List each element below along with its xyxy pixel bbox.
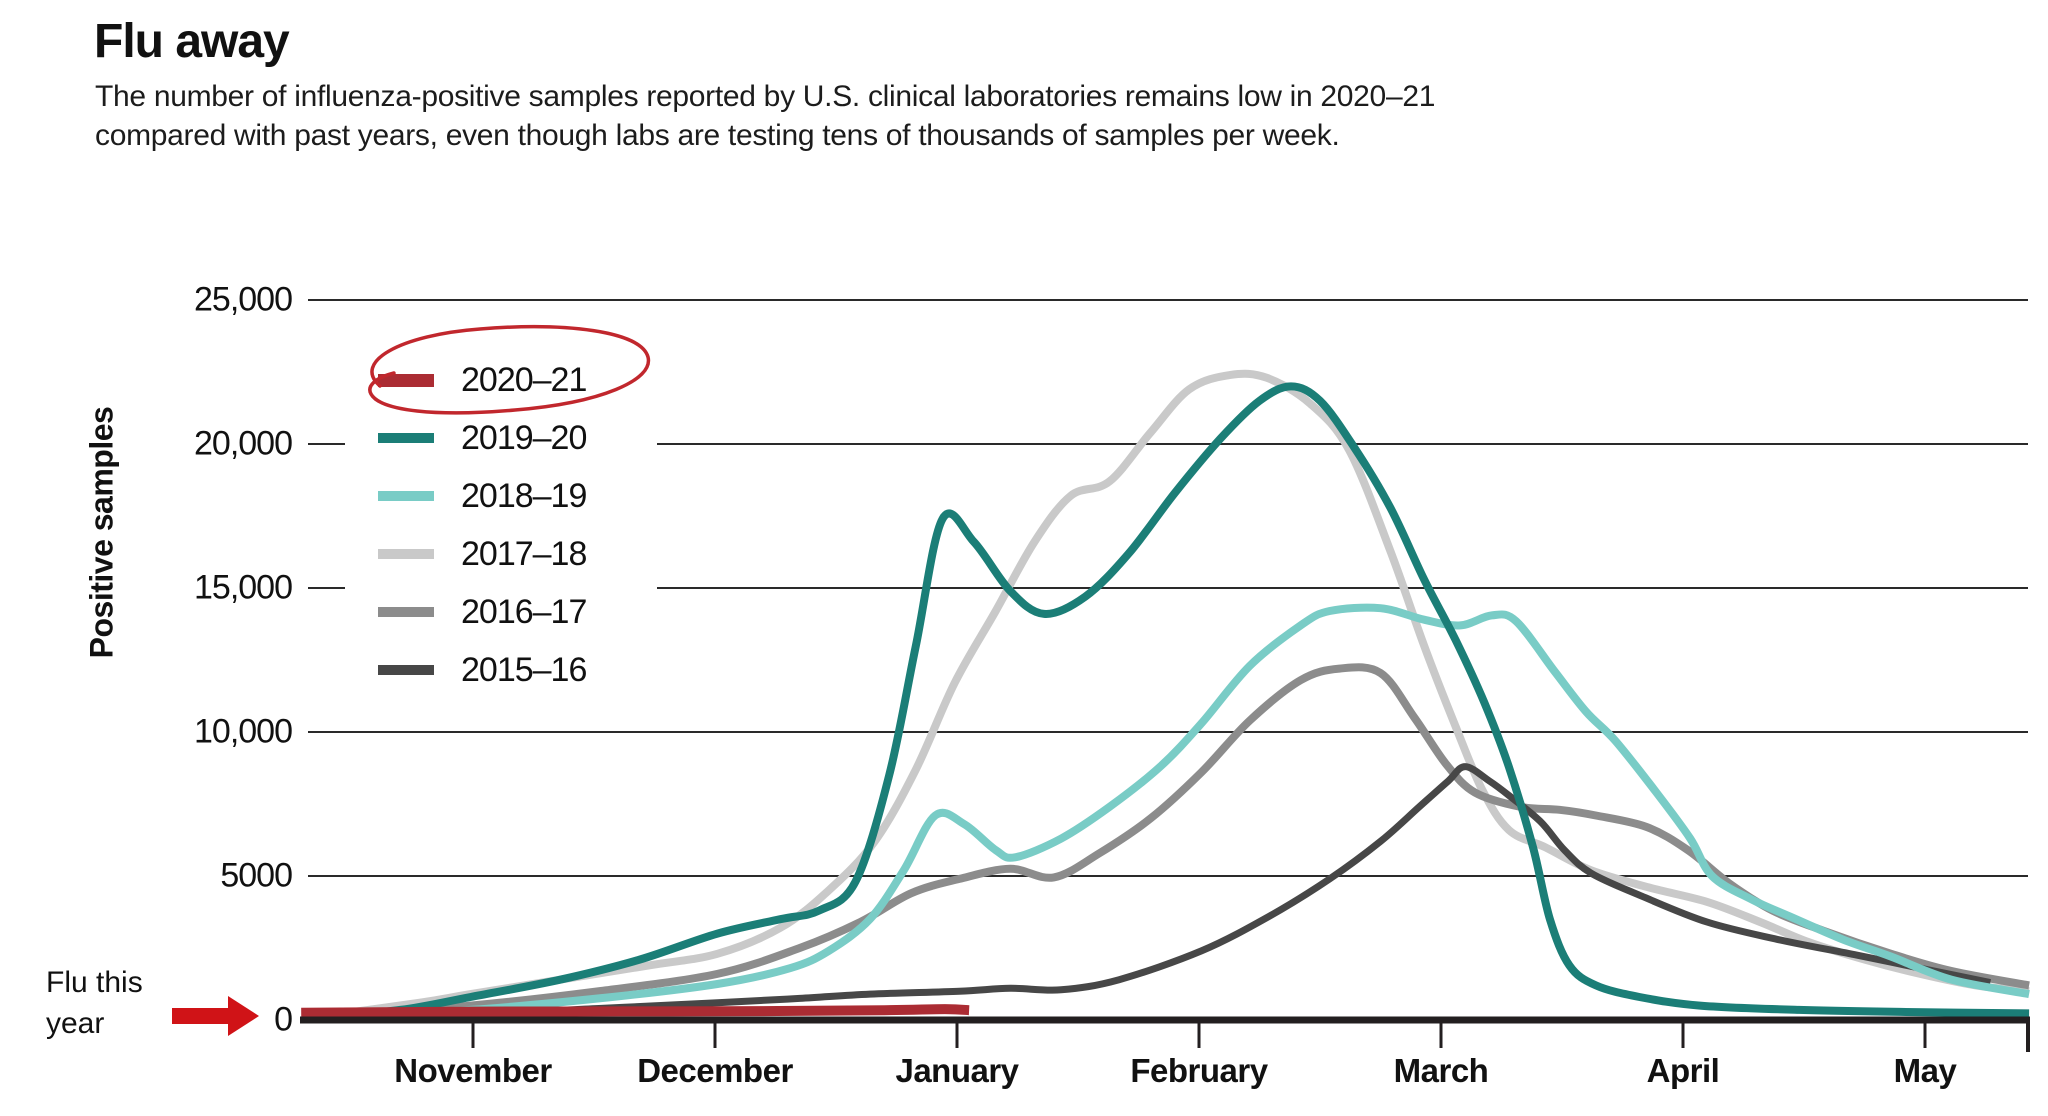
series-line-2017–18	[310, 369, 2030, 1022]
month-label-december: December	[637, 1052, 793, 1089]
flu-this-year-note: Flu this year	[46, 962, 143, 1044]
legend-label-2020–21: 2020–21	[461, 360, 587, 399]
legend-label-2018–19: 2018–19	[461, 476, 587, 515]
legend-swatch-2015–16	[378, 665, 434, 675]
legend-swatch-2020–21	[378, 373, 434, 387]
month-label-march: March	[1393, 1052, 1489, 1089]
legend-swatch-2017–18	[378, 549, 434, 559]
y-tick-label-0: 0	[274, 1000, 293, 1039]
legend-label-2016–17: 2016–17	[461, 592, 587, 631]
y-tick-label-20000: 20,000	[194, 424, 293, 463]
flu-note-line-2: year	[46, 1007, 105, 1040]
y-tick-label-5000: 5000	[220, 856, 293, 895]
legend-swatch-2018–19	[378, 491, 434, 501]
chart-legend: 2020–21 2019–20 2018–19 2017–18 2016–17 2015–…	[345, 345, 657, 707]
legend-item-2016–17: 2016–17	[345, 583, 657, 641]
series-line-2018–19	[310, 603, 2030, 1023]
legend-item-2018–19: 2018–19	[345, 467, 657, 525]
legend-label-2017–18: 2017–18	[461, 534, 587, 573]
flu-note-line-1: Flu this	[46, 966, 143, 999]
series-line-2020–21	[301, 1004, 970, 1018]
legend-item-2015–16: 2015–16	[345, 641, 657, 699]
legend-label-2019–20: 2019–20	[461, 418, 587, 457]
series-line-2015–16	[310, 763, 1992, 1023]
month-label-february: February	[1130, 1052, 1268, 1089]
legend-item-2019–20: 2019–20	[345, 409, 657, 467]
month-label-january: January	[895, 1052, 1019, 1089]
subtitle-line-2: compared with past years, even though la…	[95, 119, 1340, 152]
series-line-2016–17	[310, 663, 2030, 1022]
page-title: Flu away	[94, 15, 290, 68]
y-tick-label-25000: 25,000	[194, 280, 293, 319]
legend-item-2017–18: 2017–18	[345, 525, 657, 583]
series-line-2019–20	[310, 382, 2030, 1023]
y-tick-label-15000: 15,000	[194, 568, 293, 607]
legend-label-2015–16: 2015–16	[461, 650, 587, 689]
legend-swatch-2016–17	[378, 607, 434, 617]
month-label-may: May	[1893, 1052, 1957, 1089]
y-tick-label-10000: 10,000	[194, 712, 293, 751]
legend-swatch-2019–20	[378, 433, 434, 443]
subtitle-line-1: The number of influenza-positive samples…	[95, 80, 1436, 113]
legend-item-2020–21: 2020–21	[345, 351, 657, 409]
month-label-november: November	[394, 1052, 552, 1089]
month-label-april: April	[1646, 1052, 1720, 1089]
